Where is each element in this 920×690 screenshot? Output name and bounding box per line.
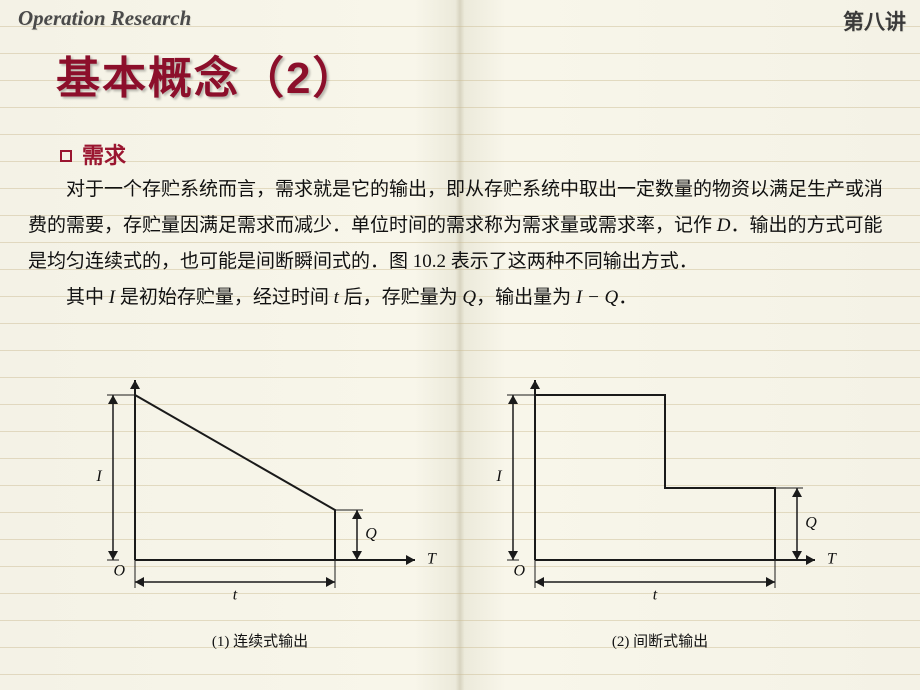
svg-text:t: t	[233, 587, 238, 604]
svg-text:t: t	[653, 587, 658, 604]
bullet-icon	[60, 150, 72, 162]
section-heading: 需求	[60, 138, 126, 170]
section-label: 需求	[82, 143, 126, 168]
svg-text:I: I	[95, 468, 102, 485]
svg-text:Q: Q	[805, 515, 817, 532]
svg-text:O: O	[113, 563, 125, 580]
symbol-Q: Q	[462, 287, 476, 308]
figures-row: I Qt O T (1) 连续式输出 I Qt O T (2) 间断式输出	[0, 360, 920, 651]
header-course-title: Operation Research	[18, 6, 191, 31]
symbol-D: D	[717, 215, 731, 236]
header-lecture-number: 第八讲	[843, 6, 906, 36]
figure-2: I Qt O T (2) 间断式输出	[475, 360, 845, 651]
figure-1: I Qt O T (1) 连续式输出	[75, 360, 445, 651]
symbol-I-minus-Q: I − Q	[576, 287, 618, 308]
p2-text-a: 其中	[66, 287, 109, 308]
p2-text-e: ．	[618, 287, 637, 308]
slide-title: 基本概念（2）	[56, 42, 358, 106]
paragraph-1: 对于一个存贮系统而言，需求就是它的输出，即从存贮系统中取出一定数量的物资以满足生…	[28, 172, 890, 280]
figure-2-caption: (2) 间断式输出	[612, 630, 708, 651]
p2-text-d: ，输出量为	[476, 287, 576, 308]
figure-1-caption: (1) 连续式输出	[212, 630, 308, 651]
paragraph-2: 其中 I 是初始存贮量，经过时间 t 后，存贮量为 Q，输出量为 I − Q．	[28, 280, 890, 316]
figure-1-svg: I Qt O T	[75, 360, 445, 620]
svg-text:I: I	[495, 468, 502, 485]
figure-2-svg: I Qt O T	[475, 360, 845, 620]
body-text: 对于一个存贮系统而言，需求就是它的输出，即从存贮系统中取出一定数量的物资以满足生…	[28, 172, 890, 316]
page-background: Operation Research 第八讲 基本概念（2） 需求 对于一个存贮…	[0, 0, 920, 690]
p2-text-c: 后，存贮量为	[339, 287, 463, 308]
svg-text:T: T	[427, 551, 437, 568]
svg-text:Q: Q	[365, 526, 377, 543]
svg-text:O: O	[513, 563, 525, 580]
p2-text-b: 是初始存贮量，经过时间	[115, 287, 334, 308]
svg-text:T: T	[827, 551, 837, 568]
